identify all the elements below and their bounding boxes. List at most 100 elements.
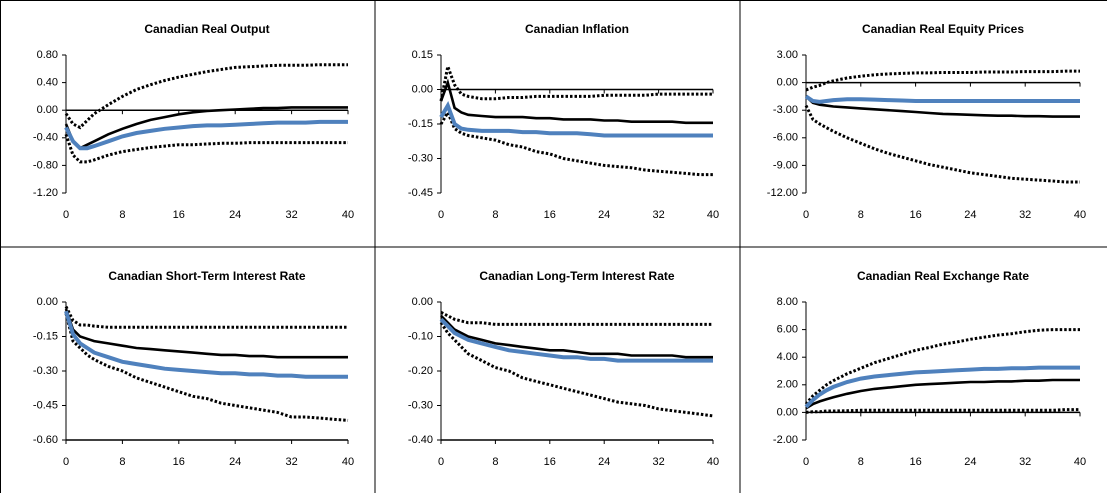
y-tick-label: 3.00: [777, 49, 798, 61]
band-line: [439, 60, 713, 102]
band-line: [64, 63, 348, 130]
y-tick-label: -6.00: [773, 132, 798, 144]
y-tick-label: -0.40: [408, 434, 433, 446]
y-tick-label: -0.30: [33, 365, 58, 377]
x-tick-label: 16: [544, 456, 556, 468]
x-tick-label: 8: [858, 456, 864, 468]
y-tick-label: 4.00: [777, 351, 798, 363]
y-tick-label: -0.15: [33, 330, 58, 342]
x-tick-label: 0: [803, 209, 809, 221]
response-line: [64, 310, 348, 379]
x-tick-label: 40: [1074, 456, 1086, 468]
y-tick-label: -0.20: [408, 365, 433, 377]
y-tick-label: 0.00: [37, 296, 58, 308]
x-tick-label: 40: [707, 209, 719, 221]
y-tick-label: 0.00: [777, 77, 798, 89]
y-tick-label: -0.80: [33, 159, 58, 171]
y-tick-label: -0.30: [408, 152, 433, 164]
y-tick-label: 0.00: [412, 296, 433, 308]
chart-title: Canadian Inflation: [525, 22, 629, 36]
band-line: [804, 104, 1080, 184]
y-tick-label: -9.00: [773, 159, 798, 171]
y-tick-label: 2.00: [777, 379, 798, 391]
x-tick-label: 24: [229, 209, 241, 221]
response-line: [64, 119, 348, 151]
x-tick-label: 0: [438, 456, 444, 468]
x-tick-label: 0: [63, 209, 69, 221]
y-tick-label: -0.10: [408, 330, 433, 342]
x-tick-label: 8: [492, 456, 498, 468]
x-tick-label: 0: [803, 456, 809, 468]
response-line: [64, 308, 348, 359]
x-tick-label: 8: [858, 209, 864, 221]
y-tick-label: -0.45: [408, 187, 433, 199]
response-line: [805, 378, 1080, 410]
x-tick-label: 0: [438, 209, 444, 221]
band-line: [805, 408, 1080, 414]
response-line: [439, 78, 713, 125]
band-line: [64, 313, 349, 422]
x-tick-label: 32: [285, 456, 297, 468]
chart-title: Canadian Long-Term Interest Rate: [479, 269, 674, 283]
x-tick-label: 24: [598, 209, 610, 221]
x-tick-label: 24: [598, 456, 610, 468]
x-tick-label: 40: [342, 456, 354, 468]
x-tick-label: 32: [652, 456, 664, 468]
y-tick-label: -0.45: [33, 399, 58, 411]
y-tick-label: 0.00: [412, 83, 433, 95]
band-line: [439, 321, 714, 418]
response-line: [804, 94, 1080, 104]
chart-title: Canadian Real Equity Prices: [862, 22, 1024, 36]
response-line: [439, 317, 713, 363]
x-tick-label: 24: [964, 456, 976, 468]
x-tick-label: 32: [1019, 456, 1031, 468]
x-tick-label: 32: [1019, 209, 1031, 221]
band-line: [804, 328, 1080, 406]
band-line: [439, 109, 713, 177]
band-line: [440, 311, 713, 326]
response-line: [440, 314, 713, 359]
x-tick-label: 40: [707, 456, 719, 468]
y-tick-label: 0.00: [37, 104, 58, 116]
x-tick-label: 8: [492, 209, 498, 221]
y-tick-label: -12.00: [767, 187, 798, 199]
x-tick-label: 32: [652, 209, 664, 221]
response-line: [804, 365, 1080, 409]
response-line: [439, 100, 713, 138]
y-tick-label: -3.00: [773, 104, 798, 116]
x-tick-label: 16: [173, 456, 185, 468]
x-tick-label: 32: [285, 209, 297, 221]
y-tick-label: -0.30: [408, 399, 433, 411]
x-tick-label: 16: [173, 209, 185, 221]
y-tick-label: -0.60: [33, 434, 58, 446]
x-tick-label: 16: [909, 209, 921, 221]
x-tick-label: 24: [229, 456, 241, 468]
response-line: [64, 106, 348, 150]
x-tick-label: 8: [119, 456, 125, 468]
y-tick-label: -2.00: [773, 434, 798, 446]
chart-title: Canadian Real Exchange Rate: [857, 269, 1029, 283]
x-tick-label: 40: [342, 209, 354, 221]
x-tick-label: 40: [1074, 209, 1086, 221]
x-tick-label: 24: [964, 209, 976, 221]
y-tick-label: 0.15: [412, 49, 433, 61]
y-tick-label: 0.80: [37, 49, 58, 61]
y-tick-label: 8.00: [777, 296, 798, 308]
y-tick-label: 6.00: [777, 324, 798, 336]
band-line: [805, 69, 1080, 92]
x-tick-label: 16: [909, 456, 921, 468]
x-tick-label: 16: [544, 209, 556, 221]
y-tick-label: -0.40: [33, 132, 58, 144]
response-line: [805, 95, 1080, 118]
band-line: [64, 305, 348, 329]
chart-title: Canadian Short-Term Interest Rate: [108, 269, 305, 283]
y-tick-label: -0.15: [408, 118, 433, 130]
band-line: [64, 133, 348, 164]
chart-title: Canadian Real Output: [144, 22, 269, 36]
y-tick-label: 0.40: [37, 77, 58, 89]
x-tick-label: 0: [63, 456, 69, 468]
y-tick-label: -1.20: [33, 187, 58, 199]
x-tick-label: 8: [119, 209, 125, 221]
